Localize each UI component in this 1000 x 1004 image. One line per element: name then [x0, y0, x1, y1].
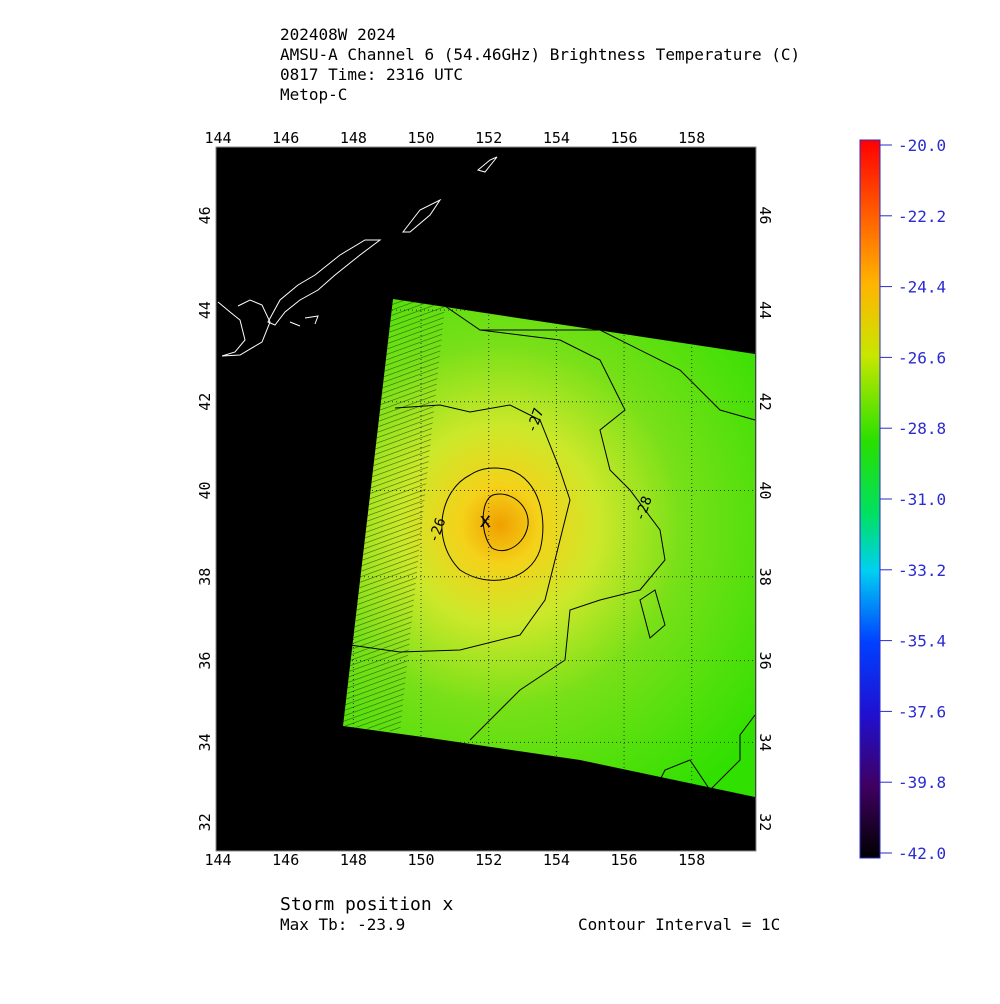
swath	[343, 299, 755, 797]
colorbar	[859, 139, 881, 859]
title-line: AMSU-A Channel 6 (54.46GHz) Brightness T…	[280, 45, 800, 64]
y-tick-label: 36	[196, 652, 214, 670]
y-tick-label: 38	[196, 568, 214, 586]
y-tick-label: 40	[196, 481, 214, 499]
x-tick-label: 156	[610, 851, 637, 869]
x-tick-label: 154	[543, 129, 570, 147]
storm-marker: x	[479, 508, 491, 532]
x-tick-label: 144	[204, 129, 231, 147]
x-tick-label: 146	[272, 129, 299, 147]
colorbar-tick-label: -31.0	[898, 490, 946, 509]
title-line: 202408W 2024	[280, 25, 396, 44]
y-tick-label: 42	[756, 393, 774, 411]
x-tick-label: 156	[610, 129, 637, 147]
y-tick-label: 34	[196, 733, 214, 751]
colorbar-tick-label: -37.6	[898, 702, 946, 721]
x-tick-label: 148	[340, 129, 367, 147]
coastline	[217, 156, 498, 357]
x-tick-label: 154	[543, 851, 570, 869]
y-tick-label: 38	[756, 568, 774, 586]
footer-text: Storm position x	[280, 894, 454, 915]
colorbar-tick-label: -33.2	[898, 561, 946, 580]
y-tick-label: 34	[756, 733, 774, 751]
y-tick-label: 36	[756, 652, 774, 670]
x-tick-label: 150	[407, 129, 434, 147]
colorbar-tick-label: -24.4	[898, 278, 946, 297]
y-tick-label: 32	[756, 813, 774, 831]
hatch	[343, 299, 445, 732]
title-line: 0817 Time: 2316 UTC	[280, 65, 463, 84]
y-tick-label: 32	[196, 813, 214, 831]
x-tick-label: 150	[407, 851, 434, 869]
colorbar-tick-label: -42.0	[898, 844, 946, 863]
x-tick-label: 158	[678, 851, 705, 869]
y-tick-label: 40	[756, 481, 774, 499]
x-tick-label: 148	[340, 851, 367, 869]
y-tick-label: 44	[756, 301, 774, 319]
footer-text: Contour Interval = 1C	[578, 915, 780, 934]
y-tick-label: 44	[196, 301, 214, 319]
y-tick-label: 42	[196, 393, 214, 411]
colorbar-tick-label: -20.0	[898, 136, 946, 155]
x-tick-label: 152	[475, 851, 502, 869]
contours	[349, 305, 756, 791]
x-tick-label: 158	[678, 129, 705, 147]
x-tick-label: 152	[475, 129, 502, 147]
y-tick-label: 46	[756, 206, 774, 224]
x-tick-label: 144	[204, 851, 231, 869]
x-tick-label: 146	[272, 851, 299, 869]
colorbar-tick-label: -28.8	[898, 419, 946, 438]
colorbar-tick-label: -39.8	[898, 773, 946, 792]
colorbar-tick-label: -22.2	[898, 207, 946, 226]
colorbar-tick-label: -26.6	[898, 348, 946, 367]
title-line: Metop-C	[280, 85, 347, 104]
colorbar-tick-label: -35.4	[898, 632, 946, 651]
y-tick-label: 46	[196, 206, 214, 224]
footer-text: Max Tb: -23.9	[280, 915, 405, 934]
